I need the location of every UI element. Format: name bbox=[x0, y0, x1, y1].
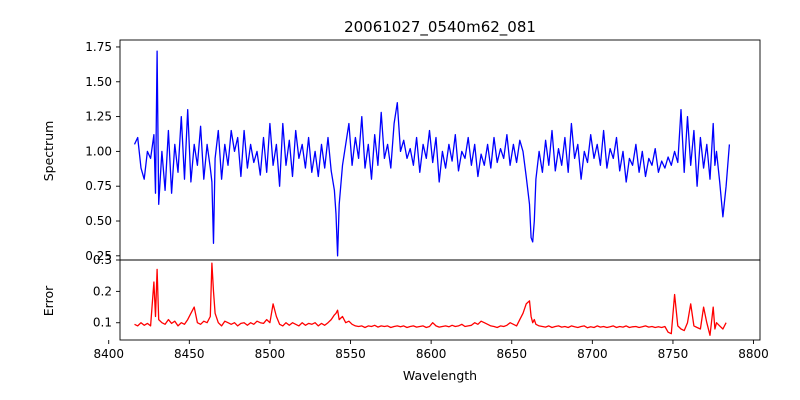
spectrum-panel-ytick-label: 0.25 bbox=[85, 249, 112, 263]
spectrum-y-ticks: 0.25 0.50 0.75 1.00 1.25 1.50 1.75 bbox=[85, 40, 120, 263]
spectrum-panel-ytick-label: 0.75 bbox=[85, 179, 112, 193]
spectrum-panel-ytick-label: 1.50 bbox=[85, 75, 112, 89]
x-tick-label: 8450 bbox=[174, 347, 205, 361]
error-series bbox=[134, 262, 727, 336]
x-axis-label: Wavelength bbox=[403, 368, 477, 383]
x-tick-label: 8400 bbox=[93, 347, 124, 361]
error-axes-frame bbox=[119, 259, 761, 341]
x-tick-label: 8550 bbox=[335, 347, 366, 361]
spectrum-panel: 0.25 0.50 0.75 1.00 1.25 1.50 1.75 Spectrum bbox=[41, 39, 761, 263]
x-tick-label: 8800 bbox=[738, 347, 769, 361]
error-panel-line-0 bbox=[134, 262, 727, 336]
spectrum-panel-ytick-label: 1.25 bbox=[85, 110, 112, 124]
error-panel-ytick-label: 0.2 bbox=[93, 284, 112, 298]
chart-title: 20061027_0540m62_081 bbox=[344, 18, 536, 37]
error-panel-ytick-label: 0.1 bbox=[93, 316, 112, 330]
x-tick-label: 8750 bbox=[658, 347, 689, 361]
error-panel: 0.1 0.2 0.3 Error bbox=[41, 253, 761, 341]
error-ylabel: Error bbox=[41, 285, 56, 316]
spectrum-panel-ytick-label: 1.00 bbox=[85, 144, 112, 158]
x-tick-label: 8700 bbox=[577, 347, 608, 361]
x-tick-label: 8600 bbox=[416, 347, 447, 361]
error-panel-ytick-label: 0.3 bbox=[93, 253, 112, 267]
spectrum-panel-line-0 bbox=[133, 50, 731, 257]
x-tick-label: 8500 bbox=[255, 347, 286, 361]
x-axis-ticks: 8400 8450 8500 8550 8600 8650 8700 8750 8800 bbox=[93, 340, 769, 361]
error-y-ticks: 0.1 0.2 0.3 bbox=[93, 253, 120, 330]
x-tick-label: 8650 bbox=[496, 347, 527, 361]
spectrum-ylabel: Spectrum bbox=[41, 121, 56, 182]
spectrum-panel-ytick-label: 0.50 bbox=[85, 214, 112, 228]
spectrum-series bbox=[133, 50, 731, 257]
spectrum-panel-ytick-label: 1.75 bbox=[85, 40, 112, 54]
